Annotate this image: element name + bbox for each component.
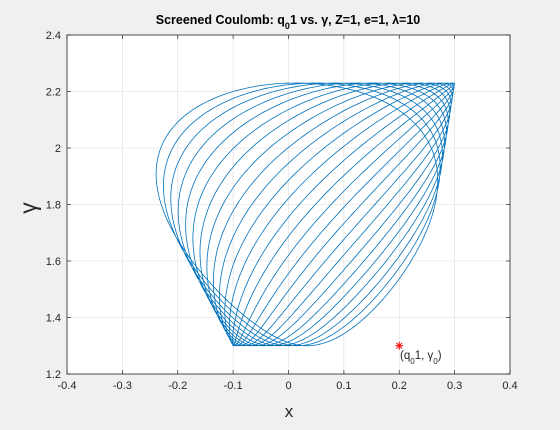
y-tick-label: 2.2 [46, 87, 61, 99]
y-tick-label: 1.2 [46, 369, 61, 381]
x-tick-label: 0.3 [447, 380, 462, 392]
x-tick-label: 0.1 [336, 380, 351, 392]
x-tick-label: 0.2 [392, 380, 407, 392]
y-ticks: 1.2 1.4 1.6 1.8 2 2.2 2.4 [46, 30, 510, 381]
y-tick-label: 1.4 [46, 313, 61, 325]
start-point-annotation: (q01, γ0) [400, 350, 442, 366]
y-tick-label: 2.4 [46, 30, 61, 42]
chart-title: Screened Coulomb: q01 vs. γ, Z=1, e=1, λ… [156, 13, 421, 31]
x-tick-label: -0.3 [113, 380, 132, 392]
x-tick-label: 0 [285, 380, 291, 392]
y-tick-label: 1.8 [46, 200, 61, 212]
x-tick-label: -0.1 [224, 380, 243, 392]
x-ticks: -0.4 -0.3 -0.2 -0.1 0 0.1 0.2 0.3 0.4 [58, 35, 518, 392]
x-tick-label: 0.4 [502, 380, 517, 392]
x-tick-label: -0.2 [168, 380, 187, 392]
x-axis-label: x [285, 402, 294, 421]
y-axis-label: γ [15, 202, 41, 214]
start-point-marker [395, 341, 404, 350]
start-point-marker-stroke [396, 342, 403, 349]
y-tick-label: 2 [55, 143, 61, 155]
y-tick-label: 1.6 [46, 256, 61, 268]
x-tick-label: -0.4 [58, 380, 77, 392]
trajectory-line [155, 82, 456, 347]
